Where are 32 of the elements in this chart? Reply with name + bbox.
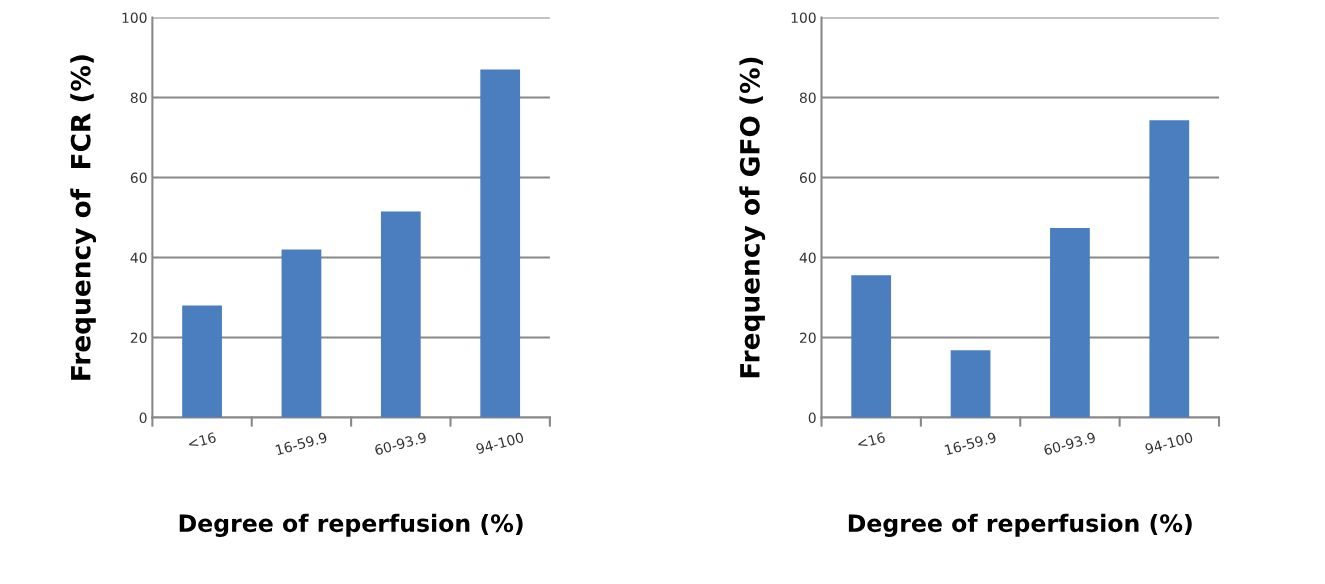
y-tick-label: 0: [139, 412, 147, 424]
bar: [851, 275, 892, 418]
x-tick-label: 60-93.9: [1043, 431, 1096, 456]
bar: [480, 69, 521, 418]
x-tick-label: <16: [187, 431, 217, 450]
x-tick-label: <16: [856, 431, 886, 450]
bar: [950, 350, 991, 418]
y-tick-label: 40: [799, 252, 816, 264]
y-axis-title: Frequency of GFO (%): [739, 57, 766, 378]
x-tick-label: 16-59.9: [944, 431, 997, 456]
bar: [1050, 227, 1090, 418]
bar: [380, 211, 421, 418]
y-tick-label: 40: [130, 252, 147, 264]
y-tick-label: 60: [130, 172, 147, 184]
y-tick-label: 60: [799, 172, 816, 184]
x-axis-title: Degree of reperfusion (%): [179, 513, 523, 537]
y-axis-title: Frequency of FCR (%): [70, 55, 96, 380]
y-tick-label: 80: [130, 92, 147, 103]
x-tick-label: 60-93.9: [374, 431, 427, 456]
y-tick-label: 20: [799, 332, 816, 344]
y-tick-label: 100: [791, 12, 816, 23]
y-tick-label: 80: [799, 92, 816, 103]
bar: [281, 249, 322, 418]
y-tick-label: 100: [122, 12, 147, 23]
bar: [182, 305, 222, 418]
x-tick-label: 16-59.9: [275, 431, 328, 456]
x-tick-label: 94-100: [1144, 431, 1194, 455]
x-tick-label: 94-100: [475, 431, 525, 455]
bar: [1149, 120, 1190, 418]
y-tick-label: 0: [808, 412, 816, 424]
y-tick-label: 20: [130, 332, 147, 344]
x-axis-title: Degree of reperfusion (%): [848, 513, 1192, 537]
